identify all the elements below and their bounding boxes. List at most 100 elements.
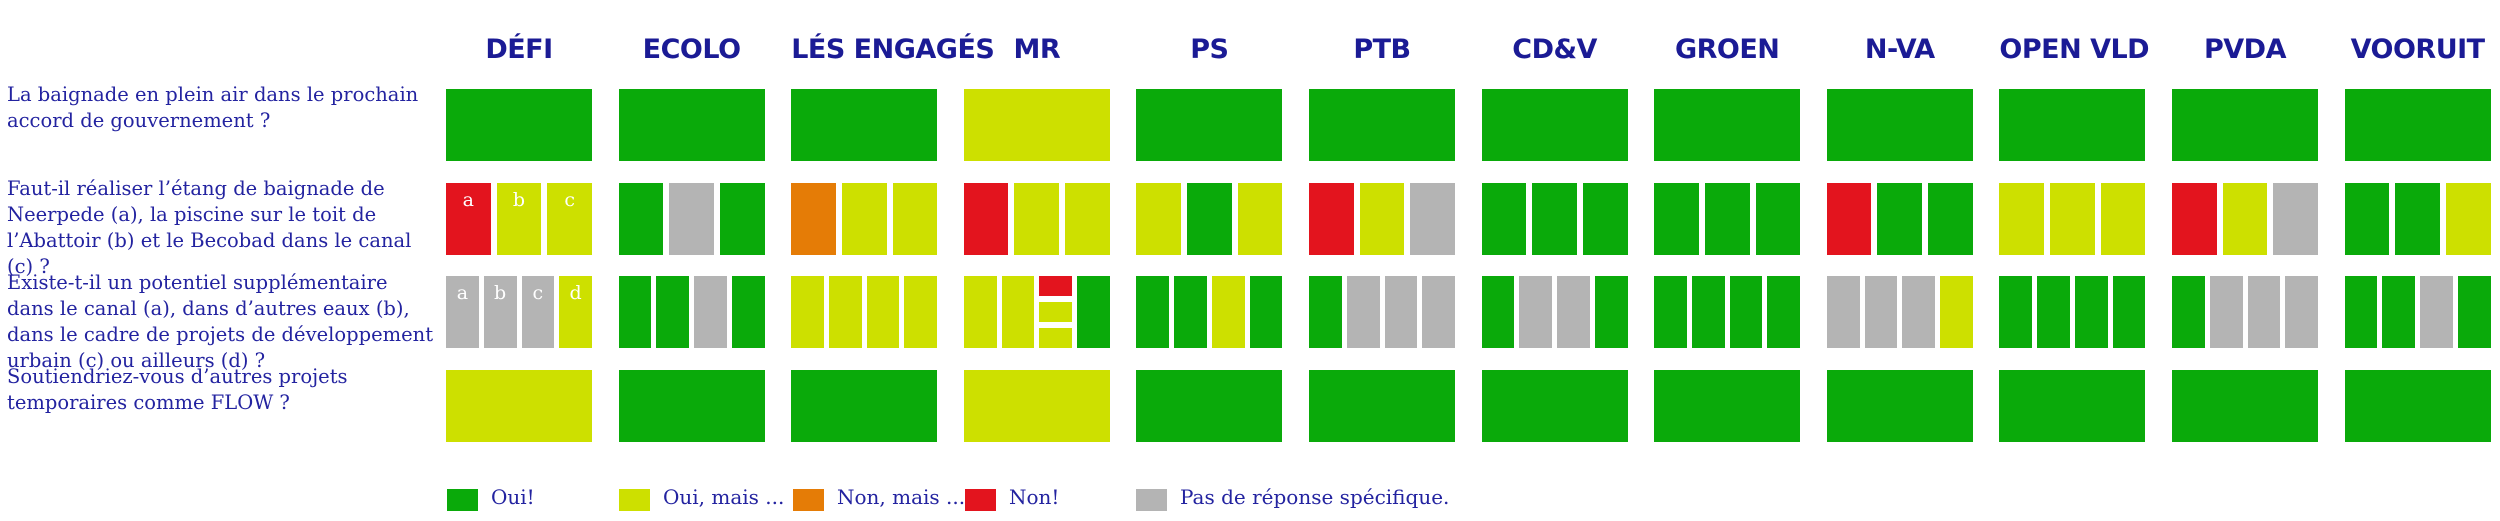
answer-block: [1174, 276, 1207, 348]
answer-mini-block: [1039, 328, 1073, 348]
answer-cell: [2344, 183, 2491, 255]
answer-block: [2247, 276, 2281, 348]
answer-block: [1309, 276, 1342, 348]
answer-cell: [446, 89, 592, 161]
answer-block: [2172, 183, 2217, 255]
answer-block: [1594, 276, 1628, 348]
answer-block: [1384, 276, 1418, 348]
answer-cell: [1309, 370, 1455, 442]
answer-block: c: [521, 276, 555, 348]
answer-block: [2344, 89, 2491, 161]
answer-cell: [1481, 370, 1628, 442]
party-header: CD&V: [1512, 34, 1597, 65]
answer-cell: [1654, 370, 1801, 442]
answer-block: [2420, 276, 2453, 348]
answer-block: [2445, 183, 2491, 255]
answer-block: [1999, 370, 2146, 442]
party-header: OPEN VLD: [1999, 34, 2150, 65]
answer-cell: [2344, 276, 2491, 348]
answer-cell: [1826, 89, 1973, 161]
answer-cell: [618, 89, 765, 161]
answer-block: [1755, 183, 1801, 255]
legend-label: Non!: [1009, 485, 1060, 509]
answer-cell: [1654, 89, 1801, 161]
sub-question-letter: a: [462, 189, 474, 211]
answer-block: [963, 89, 1110, 161]
party-header: DÉFI: [485, 34, 553, 65]
answer-block: [1249, 276, 1283, 348]
legend-swatch: [447, 489, 478, 511]
party-header: PS: [1190, 34, 1229, 65]
question-label: Existe-t-il un potentiel supplémentaire …: [7, 271, 434, 372]
sub-question-letter: d: [569, 282, 582, 304]
answer-block: [1422, 276, 1455, 348]
answer-cell: [963, 183, 1110, 255]
answer-block: [719, 183, 765, 255]
answer-cell: [1826, 183, 1973, 255]
answer-cell: [1136, 276, 1283, 348]
answer-block: d: [559, 276, 592, 348]
answer-cell: [791, 89, 938, 161]
answer-block: [791, 276, 824, 348]
answer-block: [446, 370, 592, 442]
sub-question-letter: b: [494, 282, 507, 304]
answer-cell: [1999, 370, 2146, 442]
sub-question-letter: a: [456, 282, 469, 304]
answer-block: [904, 276, 938, 348]
answer-cell: [446, 370, 592, 442]
answer-block: [963, 276, 997, 348]
answer-block: [731, 276, 765, 348]
answer-block: [1359, 183, 1405, 255]
answer-block: [1704, 183, 1750, 255]
answer-block: [2050, 183, 2095, 255]
answer-block: [1309, 89, 1455, 161]
answer-block: [2172, 89, 2318, 161]
answer-block: [1136, 183, 1182, 255]
answer-block: c: [547, 183, 592, 255]
answer-block: [618, 370, 765, 442]
answer-block: [1557, 276, 1590, 348]
party-header: ECOLO: [642, 34, 741, 65]
answer-block: [2273, 183, 2318, 255]
answer-cell: a b c: [446, 183, 592, 255]
answer-block: [1826, 183, 1872, 255]
answer-block: [2395, 183, 2440, 255]
answer-cell: [1481, 89, 1628, 161]
answer-block: [1767, 276, 1801, 348]
answer-block: [791, 183, 836, 255]
answer-cell: [2344, 89, 2491, 161]
answer-cell: [1481, 276, 1628, 348]
answer-block: [1999, 276, 2033, 348]
answer-block: [828, 276, 862, 348]
legend-swatch: [793, 489, 824, 511]
answer-block: [1582, 183, 1628, 255]
answer-block: [1481, 370, 1628, 442]
legend-label: Oui!: [491, 485, 535, 509]
answer-block: [1532, 183, 1577, 255]
answer-block: [1826, 370, 1973, 442]
answer-block: [2344, 183, 2390, 255]
answer-block: [2285, 276, 2318, 348]
answer-block: [1039, 276, 1073, 348]
answer-block: [618, 183, 664, 255]
legend-label: Non, mais ...: [837, 485, 966, 509]
answer-block: [2382, 276, 2416, 348]
answer-cell: [791, 276, 938, 348]
answer-cell: [963, 276, 1110, 348]
answer-cell: [791, 183, 938, 255]
sub-question-letter: c: [564, 189, 575, 211]
answer-block: [1481, 276, 1515, 348]
answer-block: [1309, 370, 1455, 442]
legend-label: Oui, mais ...: [663, 485, 785, 509]
answer-block: [791, 370, 938, 442]
answer-block: [2457, 276, 2491, 348]
answer-block: [1826, 89, 1973, 161]
answer-cell: [1309, 276, 1455, 348]
party-header: MR: [1013, 34, 1061, 65]
sub-question-letter: c: [532, 282, 544, 304]
party-header: PTB: [1353, 34, 1411, 65]
party-header: LÉS ENGAGÉS: [791, 34, 995, 65]
answer-block: [1654, 370, 1801, 442]
answer-cell: [1826, 276, 1973, 348]
answer-block: [2222, 183, 2268, 255]
